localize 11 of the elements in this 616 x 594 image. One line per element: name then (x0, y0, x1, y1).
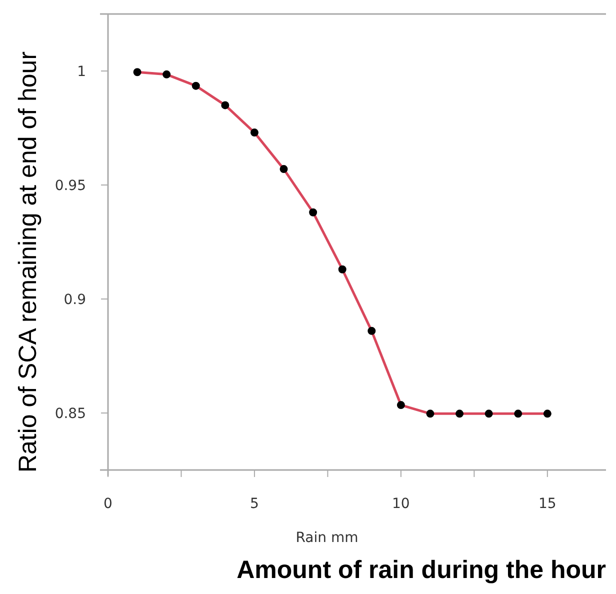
y-tick-label: 1 (77, 64, 86, 80)
x-tick-label: 10 (392, 496, 410, 512)
x-tick-label: 0 (104, 496, 112, 512)
x-axis-title: Rain mm (296, 530, 358, 546)
y-axis-title: Ratio of SCA remaining at end of hour (14, 51, 42, 473)
x-tick-label: 5 (250, 496, 259, 512)
y-tick-label: 0.9 (64, 292, 86, 308)
x-tick-label: 15 (538, 496, 556, 512)
y-tick-label: 0.95 (54, 178, 86, 194)
y-tick-label: 0.85 (54, 406, 86, 422)
text: Amount of rain during the hour (236, 556, 606, 584)
